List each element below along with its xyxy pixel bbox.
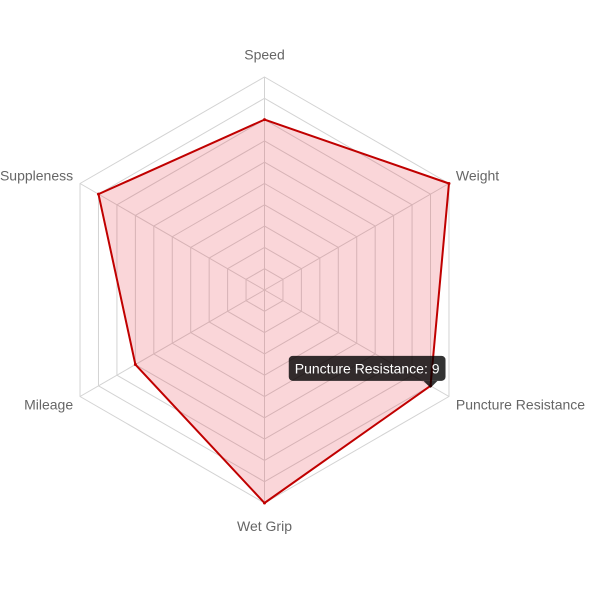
tooltip-background [288,355,446,381]
tooltip: Puncture Resistance: 9 [288,355,446,388]
grid-spoke [79,183,265,291]
radar-series [96,118,451,505]
data-point-wet-grip[interactable] [263,501,266,505]
axis-label-weight: Weight [456,167,499,183]
data-point-suppleness[interactable] [96,192,100,196]
axis-labels: Speed Weight Puncture Resistance Wet Grip Mi… [0,47,585,534]
data-point-weight[interactable] [447,182,451,185]
tooltip-text: Puncture Resistance: 9 [295,360,440,376]
tooltip-caret [423,380,438,388]
axis-label-mileage: Mileage [24,396,73,412]
grid-spoke [79,289,265,397]
grid-spoke [264,183,450,291]
axis-label-speed: Speed [244,47,284,63]
radar-grid [79,76,450,504]
axis-label-wet-grip: Wet Grip [237,518,292,534]
axis-label-puncture-resistance: Puncture Resistance [456,396,585,412]
series-area [97,118,450,504]
data-point-mileage[interactable] [133,363,137,367]
axis-label-suppleness: Suppleness [0,167,73,183]
data-point-speed[interactable] [263,118,266,122]
